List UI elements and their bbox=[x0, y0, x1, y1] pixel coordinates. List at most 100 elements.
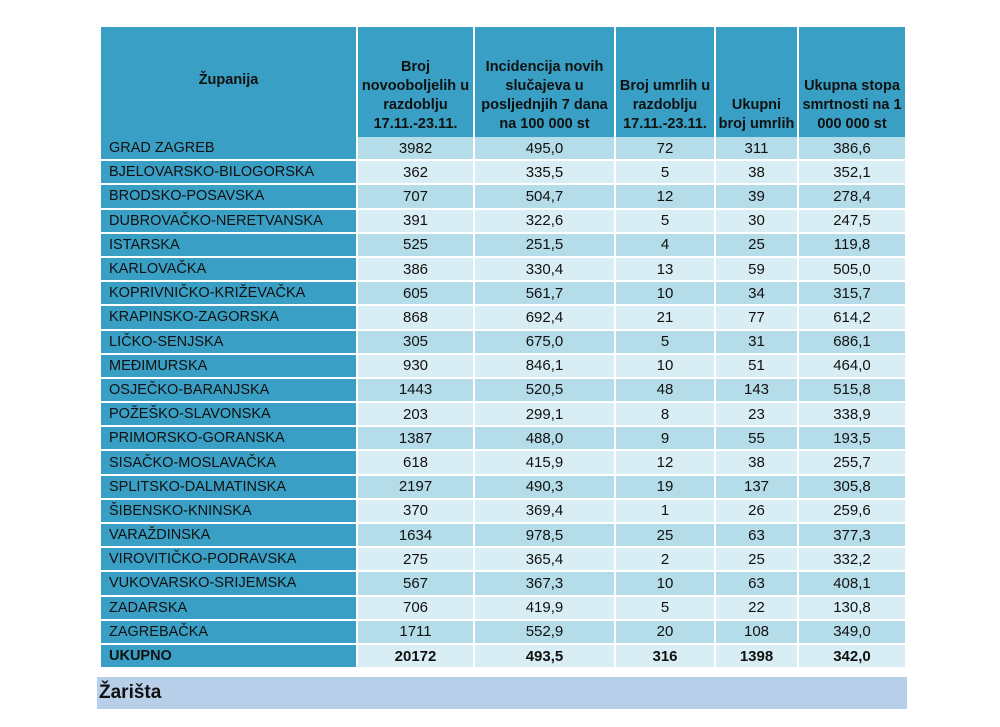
table-row: ISTARSKA 525 251,5 4 25 119,8 bbox=[101, 233, 905, 258]
table-row: POŽEŠKO-SLAVONSKA 203 299,1 8 23 338,9 bbox=[101, 403, 905, 428]
new-cases-cell: 275 bbox=[358, 548, 475, 573]
deaths-total-cell: 31 bbox=[716, 330, 799, 355]
deaths-total-cell: 39 bbox=[716, 185, 799, 210]
new-cases-cell: 3982 bbox=[358, 137, 475, 162]
header-deaths-period: Broj umrlih u razdoblju 17.11.-23.11. bbox=[616, 27, 716, 137]
mortality-rate-cell: 464,0 bbox=[799, 354, 905, 379]
incidence-cell: 552,9 bbox=[475, 620, 616, 645]
section-heading-hotspots: Žarišta bbox=[97, 677, 907, 709]
deaths-total-cell: 77 bbox=[716, 306, 799, 331]
county-name-cell: PRIMORSKO-GORANSKA bbox=[101, 427, 358, 452]
mortality-rate-cell: 119,8 bbox=[799, 233, 905, 258]
deaths-period-cell: 13 bbox=[616, 257, 716, 283]
county-name-cell: ŠIBENSKO-KNINSKA bbox=[101, 499, 358, 524]
mortality-rate-cell: 259,6 bbox=[799, 499, 905, 524]
county-name-cell: ISTARSKA bbox=[101, 233, 358, 258]
county-name-cell: UKUPNO bbox=[101, 644, 358, 670]
county-name-cell: DUBROVAČKO-NERETVANSKA bbox=[101, 209, 358, 234]
incidence-cell: 322,6 bbox=[475, 209, 616, 234]
mortality-rate-cell: 332,2 bbox=[799, 548, 905, 573]
deaths-total-cell: 311 bbox=[716, 137, 799, 162]
deaths-period-cell: 72 bbox=[616, 137, 716, 162]
deaths-period-cell: 316 bbox=[616, 644, 716, 670]
new-cases-cell: 1443 bbox=[358, 378, 475, 404]
county-name-cell: LIČKO-SENJSKA bbox=[101, 330, 358, 355]
incidence-cell: 299,1 bbox=[475, 403, 616, 428]
county-name-cell: BRODSKO-POSAVSKA bbox=[101, 185, 358, 210]
mortality-rate-cell: 505,0 bbox=[799, 257, 905, 283]
new-cases-cell: 20172 bbox=[358, 644, 475, 670]
header-deaths-total: Ukupni broj umrlih bbox=[716, 27, 799, 137]
county-name-cell: ZAGREBAČKA bbox=[101, 620, 358, 645]
county-statistics-table: Županija Broj novooboljelih u razdoblju … bbox=[101, 27, 905, 670]
county-name-cell: VARAŽDINSKA bbox=[101, 524, 358, 549]
incidence-cell: 846,1 bbox=[475, 354, 616, 379]
table-row: ZAGREBAČKA 1711 552,9 20 108 349,0 bbox=[101, 620, 905, 645]
county-name-cell: KRAPINSKO-ZAGORSKA bbox=[101, 306, 358, 331]
deaths-total-cell: 51 bbox=[716, 354, 799, 379]
county-name-cell: BJELOVARSKO-BILOGORSKA bbox=[101, 161, 358, 186]
table-row: VIROVITIČKO-PODRAVSKA 275 365,4 2 25 332,2 bbox=[101, 548, 905, 573]
new-cases-cell: 605 bbox=[358, 282, 475, 307]
deaths-total-cell: 38 bbox=[716, 451, 799, 476]
incidence-cell: 675,0 bbox=[475, 330, 616, 355]
deaths-period-cell: 10 bbox=[616, 572, 716, 597]
deaths-total-cell: 63 bbox=[716, 524, 799, 549]
deaths-total-cell: 26 bbox=[716, 499, 799, 524]
table-row: BJELOVARSKO-BILOGORSKA 362 335,5 5 38 352,1 bbox=[101, 161, 905, 186]
deaths-period-cell: 8 bbox=[616, 403, 716, 428]
county-name-cell: SISAČKO-MOSLAVAČKA bbox=[101, 451, 358, 476]
county-name-cell: OSJEČKO-BARANJSKA bbox=[101, 378, 358, 404]
table-row: VARAŽDINSKA 1634 978,5 25 63 377,3 bbox=[101, 524, 905, 549]
deaths-period-cell: 21 bbox=[616, 306, 716, 331]
deaths-total-cell: 38 bbox=[716, 161, 799, 186]
deaths-total-cell: 59 bbox=[716, 257, 799, 283]
deaths-total-cell: 25 bbox=[716, 233, 799, 258]
deaths-period-cell: 12 bbox=[616, 185, 716, 210]
incidence-cell: 365,4 bbox=[475, 548, 616, 573]
deaths-period-cell: 20 bbox=[616, 620, 716, 645]
table-row: PRIMORSKO-GORANSKA 1387 488,0 9 55 193,5 bbox=[101, 427, 905, 452]
deaths-period-cell: 10 bbox=[616, 354, 716, 379]
table-row: ŠIBENSKO-KNINSKA 370 369,4 1 26 259,6 bbox=[101, 499, 905, 524]
county-name-cell: GRAD ZAGREB bbox=[101, 137, 358, 162]
deaths-period-cell: 5 bbox=[616, 330, 716, 355]
table-row: BRODSKO-POSAVSKA 707 504,7 12 39 278,4 bbox=[101, 185, 905, 210]
new-cases-cell: 567 bbox=[358, 572, 475, 597]
new-cases-cell: 525 bbox=[358, 233, 475, 258]
mortality-rate-cell: 349,0 bbox=[799, 620, 905, 645]
deaths-period-cell: 12 bbox=[616, 451, 716, 476]
incidence-cell: 419,9 bbox=[475, 596, 616, 621]
deaths-total-cell: 108 bbox=[716, 620, 799, 645]
table-row: MEĐIMURSKA 930 846,1 10 51 464,0 bbox=[101, 354, 905, 379]
new-cases-cell: 362 bbox=[358, 161, 475, 186]
new-cases-cell: 305 bbox=[358, 330, 475, 355]
mortality-rate-cell: 352,1 bbox=[799, 161, 905, 186]
mortality-rate-cell: 315,7 bbox=[799, 282, 905, 307]
deaths-total-cell: 22 bbox=[716, 596, 799, 621]
incidence-cell: 692,4 bbox=[475, 306, 616, 331]
mortality-rate-cell: 386,6 bbox=[799, 137, 905, 162]
deaths-period-cell: 5 bbox=[616, 596, 716, 621]
county-name-cell: POŽEŠKO-SLAVONSKA bbox=[101, 403, 358, 428]
table-row: KOPRIVNIČKO-KRIŽEVAČKA 605 561,7 10 34 315,7 bbox=[101, 282, 905, 307]
deaths-total-cell: 143 bbox=[716, 378, 799, 404]
incidence-cell: 330,4 bbox=[475, 257, 616, 283]
table-row: LIČKO-SENJSKA 305 675,0 5 31 686,1 bbox=[101, 330, 905, 355]
mortality-rate-cell: 193,5 bbox=[799, 427, 905, 452]
table-row: KRAPINSKO-ZAGORSKA 868 692,4 21 77 614,2 bbox=[101, 306, 905, 331]
mortality-rate-cell: 342,0 bbox=[799, 644, 905, 670]
mortality-rate-cell: 247,5 bbox=[799, 209, 905, 234]
new-cases-cell: 1711 bbox=[358, 620, 475, 645]
table-row: SPLITSKO-DALMATINSKA 2197 490,3 19 137 305,8 bbox=[101, 475, 905, 500]
county-name-cell: MEĐIMURSKA bbox=[101, 354, 358, 379]
deaths-period-cell: 1 bbox=[616, 499, 716, 524]
incidence-cell: 493,5 bbox=[475, 644, 616, 670]
county-name-cell: SPLITSKO-DALMATINSKA bbox=[101, 475, 358, 500]
header-county: Županija bbox=[101, 27, 358, 137]
mortality-rate-cell: 338,9 bbox=[799, 403, 905, 428]
new-cases-cell: 203 bbox=[358, 403, 475, 428]
incidence-cell: 520,5 bbox=[475, 378, 616, 404]
county-name-cell: ZADARSKA bbox=[101, 596, 358, 621]
new-cases-cell: 370 bbox=[358, 499, 475, 524]
